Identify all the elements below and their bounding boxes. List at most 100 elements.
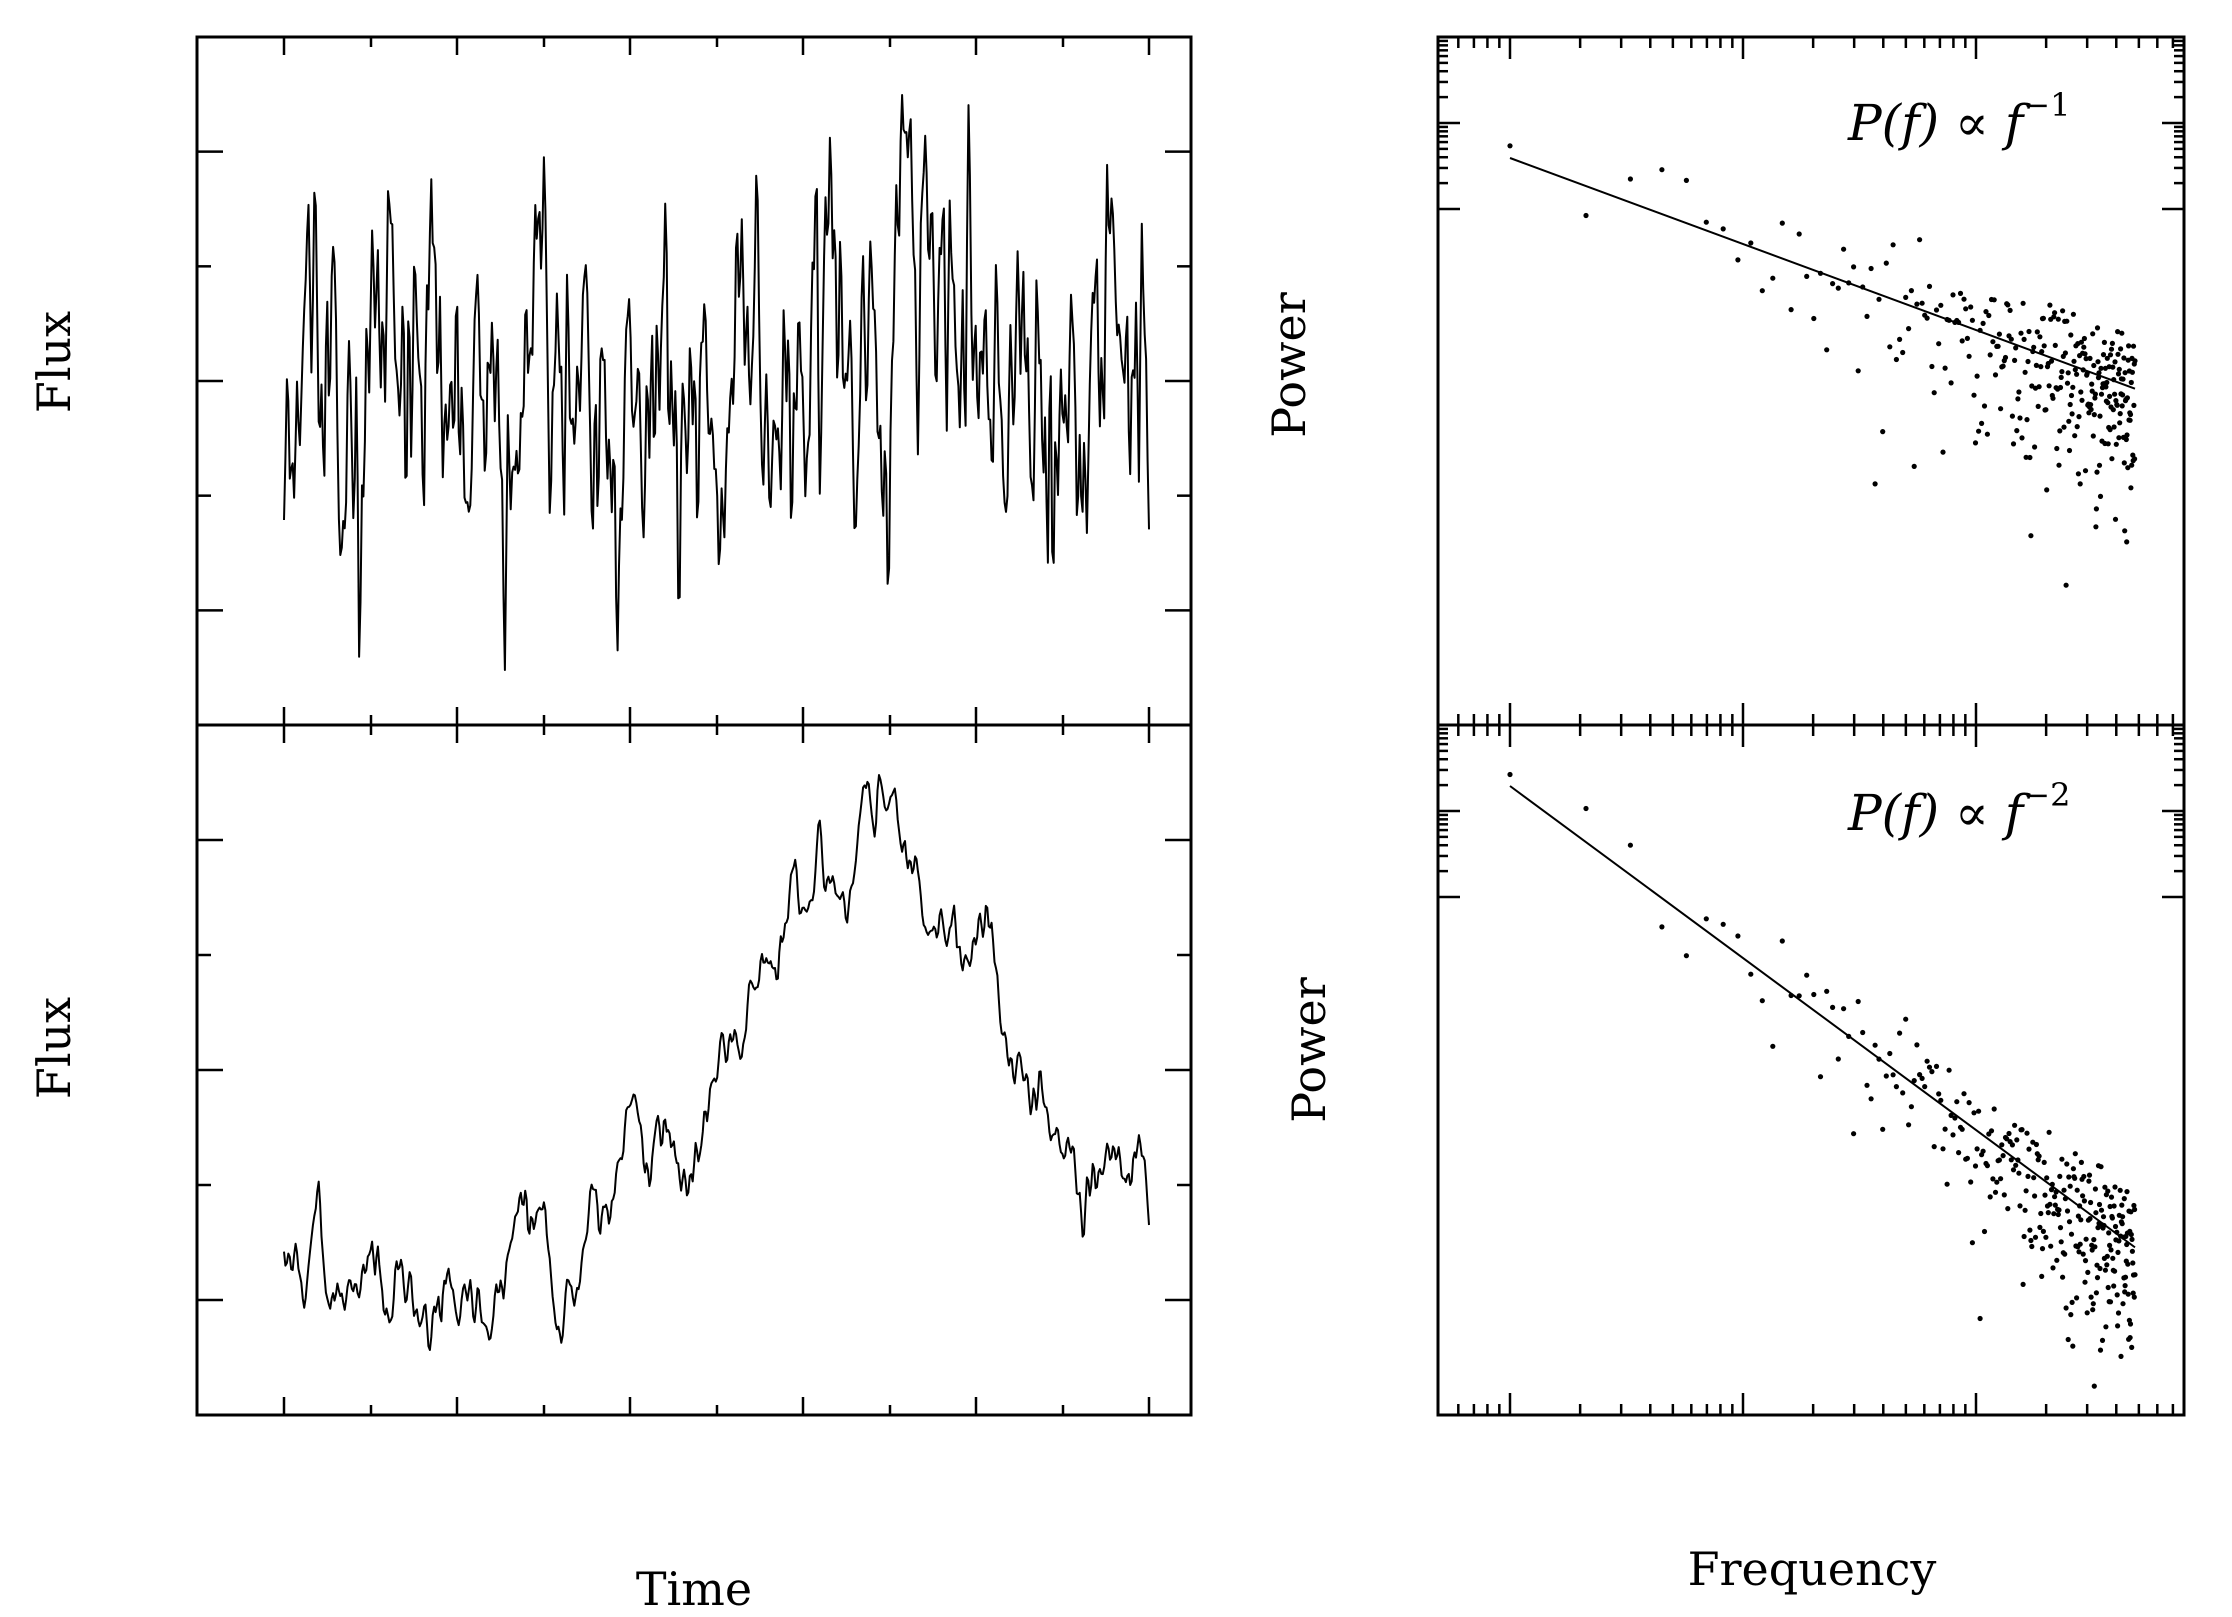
power-point (2036, 1153, 2042, 1159)
power-point (1971, 1110, 1977, 1116)
power-spectra (1507, 143, 2138, 1389)
power-point (1996, 1157, 2002, 1163)
power-point (1933, 1063, 1940, 1069)
power-point (2034, 329, 2040, 335)
power-label-bottom: Power (1282, 977, 1336, 1122)
power-point (1864, 1082, 1870, 1088)
power-point (2098, 365, 2104, 371)
power-point (1922, 1084, 1928, 1090)
power-point (1969, 1240, 1975, 1246)
power-point (2068, 332, 2074, 338)
power-point (1841, 1006, 1847, 1012)
power-point (2012, 1122, 2018, 1128)
power-point (2067, 1183, 2073, 1189)
power-point (2014, 428, 2020, 434)
power-point (2081, 1198, 2087, 1204)
power-point (2072, 1151, 2078, 1157)
power-point (2020, 300, 2026, 306)
bottom-left-frame (195, 723, 1193, 1417)
power-point (1990, 339, 1996, 345)
power-point (1735, 933, 1741, 939)
power-point (1748, 240, 1754, 246)
power-point (1987, 352, 1993, 358)
power-point (2062, 350, 2068, 356)
power-point (1659, 924, 1665, 930)
power-point (2000, 363, 2006, 369)
power-point (2066, 1174, 2072, 1180)
power-point (1868, 1096, 1874, 1102)
power-point (2075, 1213, 2081, 1219)
power-point (1969, 317, 1975, 323)
power-point (2095, 1225, 2101, 1231)
power-point (1683, 953, 1689, 959)
power-point (2002, 354, 2009, 361)
power-point (1981, 1228, 1988, 1235)
power-point (2074, 424, 2080, 430)
power-point (2057, 1225, 2064, 1231)
power-point (2114, 1292, 2120, 1298)
power-point (1968, 1179, 1974, 1185)
power-point (2119, 1202, 2125, 1208)
power-point (2124, 1241, 2130, 1248)
power-point (2116, 435, 2122, 441)
power-point (1950, 292, 1956, 298)
power-point (1924, 1058, 1930, 1064)
power-point (1946, 1067, 1952, 1073)
power-point (2065, 1336, 2071, 1343)
power-point (1583, 805, 1589, 812)
power-point (2092, 1244, 2098, 1250)
power-point (1811, 991, 1817, 998)
power-point (2121, 460, 2127, 466)
power-point (2008, 336, 2014, 342)
power-point (1959, 1126, 1965, 1132)
power-point (2117, 420, 2123, 426)
power-point (2021, 1233, 2027, 1240)
power-point (2036, 384, 2042, 390)
power-point (1846, 1033, 1852, 1039)
power-point (1974, 1146, 1980, 1152)
power-point (1948, 380, 1954, 386)
power-point (2026, 328, 2032, 335)
power-point (1981, 403, 1988, 409)
power-point (1931, 1144, 1937, 1150)
power-point (2109, 456, 2115, 462)
power-point (2091, 1383, 2097, 1389)
power-point (2111, 1283, 2117, 1289)
power-point (1940, 1146, 1946, 1152)
power-point (1811, 315, 1817, 322)
power-point (1984, 431, 1990, 437)
power-point (1940, 449, 1946, 455)
power-point (1998, 406, 2004, 412)
power-point (2119, 330, 2125, 336)
power-point (2095, 375, 2102, 381)
annotation-bottom-prefix: P(f) ∝ f (1847, 784, 2031, 842)
power-point (2083, 1236, 2089, 1242)
power-point (2115, 1310, 2122, 1316)
power-point (2070, 311, 2076, 317)
power-point (2064, 318, 2070, 324)
power-point (1972, 1163, 1979, 1169)
power-point (2038, 364, 2044, 370)
power-point (2028, 533, 2034, 539)
power-point (2080, 367, 2086, 373)
power-point (2023, 1188, 2029, 1194)
power-point (2015, 1157, 2021, 1163)
power-point (2090, 1307, 2096, 1313)
power-point (2129, 369, 2135, 375)
power-point (2019, 435, 2025, 441)
power-point (2105, 1188, 2111, 1194)
power-point (1883, 1073, 1889, 1079)
power-point (2024, 417, 2030, 423)
power-point (2068, 392, 2075, 399)
top-right-frame (1436, 35, 2186, 727)
power-point (2005, 1206, 2011, 1212)
power-point (2035, 403, 2041, 409)
power-point (1720, 226, 1726, 232)
power-point (2122, 528, 2128, 534)
power-point (2122, 370, 2128, 376)
power-point (2063, 1305, 2069, 1311)
power-point (1903, 294, 1909, 300)
power-point (1906, 326, 1912, 332)
power-point (1996, 331, 2002, 337)
power-point (1703, 916, 1709, 922)
